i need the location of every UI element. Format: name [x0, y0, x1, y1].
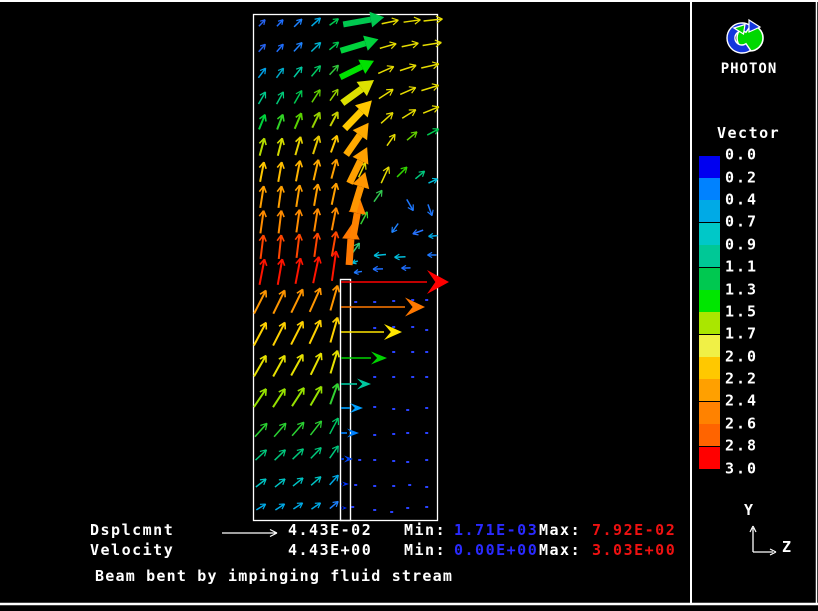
y-axis-label: Y	[744, 501, 754, 519]
plot-title: Beam bent by impinging fluid stream	[95, 567, 454, 585]
min-label: Min:	[404, 521, 447, 539]
brand-label: PHOTON	[720, 61, 778, 77]
velocity-min-value: 0.00E+00	[454, 541, 539, 559]
legend-color-swatch	[699, 446, 720, 469]
legend-value-label: 1.7	[725, 324, 759, 343]
legend-value-label: 0.0	[725, 145, 759, 164]
legend-value-label: 2.4	[725, 391, 759, 410]
legend-value-label: 0.9	[725, 235, 759, 254]
legend-value-label: 0.4	[725, 190, 759, 209]
velocity-scale-value: 4.43E+00	[288, 541, 373, 559]
min-label: Min:	[404, 541, 447, 559]
legend-value-label: 2.6	[725, 414, 759, 433]
max-label: Max:	[539, 521, 582, 539]
displacement-min-value: 1.71E-03	[454, 521, 539, 539]
scale-reference-arrow	[222, 528, 278, 538]
legend-color-swatch	[699, 245, 720, 268]
displacement-scale-value: 4.43E-02	[288, 521, 373, 539]
z-axis-label: Z	[782, 538, 792, 556]
velocity-info-row: Velocity 4.43E+00 Min: 0.00E+00 Max: 3.0…	[0, 541, 690, 559]
legend-color-swatch	[699, 424, 720, 447]
legend-value-label: 1.5	[725, 302, 759, 321]
legend-color-swatch	[699, 222, 720, 245]
legend-title: Vector	[717, 124, 781, 142]
legend-value-label: 2.2	[725, 369, 759, 388]
legend-value-label: 1.3	[725, 279, 759, 298]
max-label: Max:	[539, 541, 582, 559]
velocity-max-value: 3.03E+00	[592, 541, 677, 559]
beam-outline	[339, 278, 352, 522]
velocity-label: Velocity	[90, 541, 175, 559]
displacement-info-row: Dsplcmnt 4.43E-02 Min: 1.71E-03 Max: 7.9…	[0, 521, 690, 539]
axis-indicator-arrows	[749, 525, 777, 556]
legend-color-swatch	[699, 155, 720, 178]
legend-color-swatch	[699, 312, 720, 335]
legend-value-label: 2.0	[725, 346, 759, 365]
legend-color-swatch	[699, 289, 720, 312]
legend-color-swatch	[699, 401, 720, 424]
legend-color-swatch	[699, 200, 720, 223]
legend-color-swatch	[699, 334, 720, 357]
displacement-label: Dsplcmnt	[90, 521, 175, 539]
stagnant-flow-dots	[351, 299, 429, 513]
legend-color-swatch	[699, 267, 720, 290]
velocity-arrows	[253, 11, 443, 511]
legend-color-swatch	[699, 379, 720, 402]
photon-logo-icon	[726, 18, 764, 54]
displacement-arrows	[341, 270, 449, 510]
displacement-max-value: 7.92E-02	[592, 521, 677, 539]
legend-value-label: 2.8	[725, 436, 759, 455]
legend-color-swatch	[699, 357, 720, 380]
legend-value-label: 3.0	[725, 458, 759, 477]
legend-value-label: 0.2	[725, 167, 759, 186]
legend-value-label: 1.1	[725, 257, 759, 276]
legend-color-swatch	[699, 177, 720, 200]
legend-value-label: 0.7	[725, 212, 759, 231]
